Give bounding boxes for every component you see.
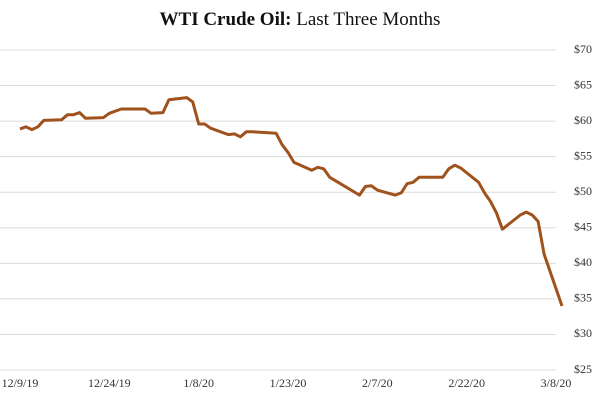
subtitle: Last Three Months — [296, 9, 440, 30]
x-tick-label: 2/7/20 — [362, 376, 393, 390]
y-tick-label: $45 — [574, 220, 592, 234]
y-tick-label: $55 — [574, 148, 592, 162]
x-tick-label: 12/9/19 — [2, 376, 39, 390]
y-tick-label: $35 — [574, 291, 592, 305]
x-tick-label: 1/23/20 — [270, 376, 307, 390]
y-tick-label: $70 — [574, 42, 592, 56]
y-tick-label: $30 — [574, 326, 592, 340]
x-tick-label: 3/8/20 — [541, 376, 572, 390]
y-tick-label: $40 — [574, 255, 592, 269]
chart-title: WTI Crude Oil: Last Three Months — [160, 9, 441, 30]
y-tick-label: $60 — [574, 113, 592, 127]
y-tick-label: $25 — [574, 362, 592, 376]
x-tick-label: 12/24/19 — [88, 376, 131, 390]
x-tick-label: 1/8/20 — [183, 376, 214, 390]
title: WTI Crude Oil: — [160, 9, 292, 30]
y-tick-label: $50 — [574, 184, 592, 198]
y-tick-label: $65 — [574, 77, 592, 91]
price-line — [19, 96, 564, 307]
x-tick-label: 2/22/20 — [448, 376, 485, 390]
